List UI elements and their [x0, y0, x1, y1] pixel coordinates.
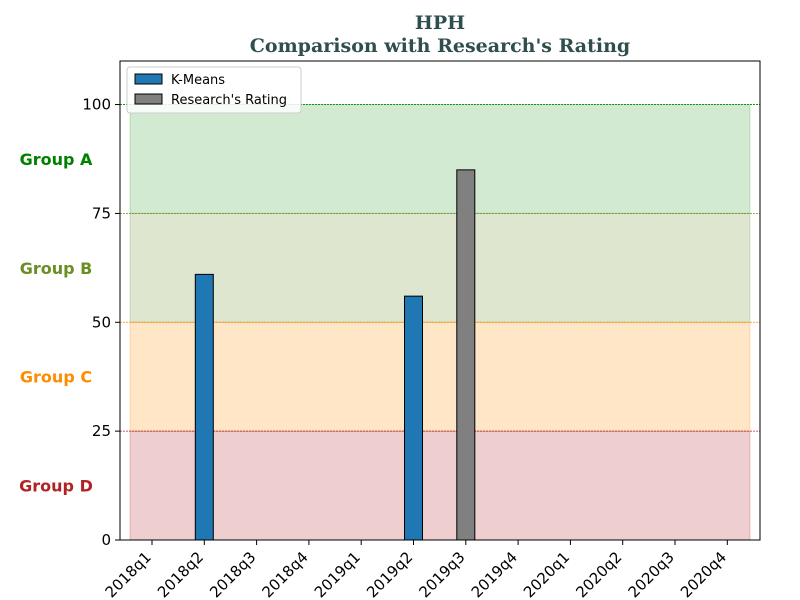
x-tick-label: 2019q4 — [468, 548, 521, 600]
legend-swatch — [134, 93, 163, 105]
plot-frame — [119, 60, 761, 541]
band-label: Group B — [20, 259, 93, 278]
y-axis: 0 25 50 75 100 — [82, 96, 120, 549]
x-tick-label: 2018q1 — [102, 548, 155, 600]
legend-swatch — [134, 73, 163, 85]
x-tick-label: 2018q3 — [206, 548, 259, 600]
y-tick-label: 25 — [92, 422, 111, 440]
x-tick-label: 2019q1 — [311, 548, 364, 600]
legend-box — [126, 66, 302, 114]
x-tick-label: 2018q2 — [154, 548, 207, 600]
band-group-b — [129, 212, 751, 323]
x-tick-label: 2020q1 — [520, 548, 573, 600]
y-tick-label: 100 — [82, 96, 111, 114]
legend: K-Means Research's Rating — [126, 66, 302, 114]
legend-label: Research's Rating — [171, 93, 287, 108]
legend-label: K-Means — [171, 73, 225, 88]
group-bands: Group A Group B Group C Group D — [19, 104, 760, 541]
band-group-a — [129, 104, 751, 214]
y-tick-label: 75 — [92, 204, 111, 222]
band-label: Group A — [20, 150, 93, 169]
bars — [194, 169, 476, 541]
x-tick-label: 2019q3 — [415, 548, 468, 600]
band-group-c — [129, 321, 751, 432]
bar — [194, 273, 214, 541]
chart-subtitle: Comparison with Research's Rating — [250, 35, 630, 57]
bar — [456, 169, 476, 541]
y-tick-label: 50 — [92, 313, 111, 331]
band-label: Group C — [20, 368, 92, 387]
x-tick-label: 2019q2 — [363, 548, 416, 600]
x-tick-label: 2020q2 — [572, 548, 625, 600]
chart-title: HPH — [415, 12, 465, 34]
x-tick-label: 2020q4 — [677, 548, 730, 600]
x-axis: 2018q1 2018q2 2018q3 2018q4 2019q1 2019q2 2019… — [102, 540, 730, 600]
x-tick-label: 2018q4 — [259, 548, 312, 600]
y-tick-label: 0 — [101, 531, 111, 549]
bar — [404, 295, 423, 541]
band-label: Group D — [19, 477, 93, 496]
x-tick-label: 2020q3 — [625, 548, 678, 600]
band-group-d — [129, 430, 751, 541]
